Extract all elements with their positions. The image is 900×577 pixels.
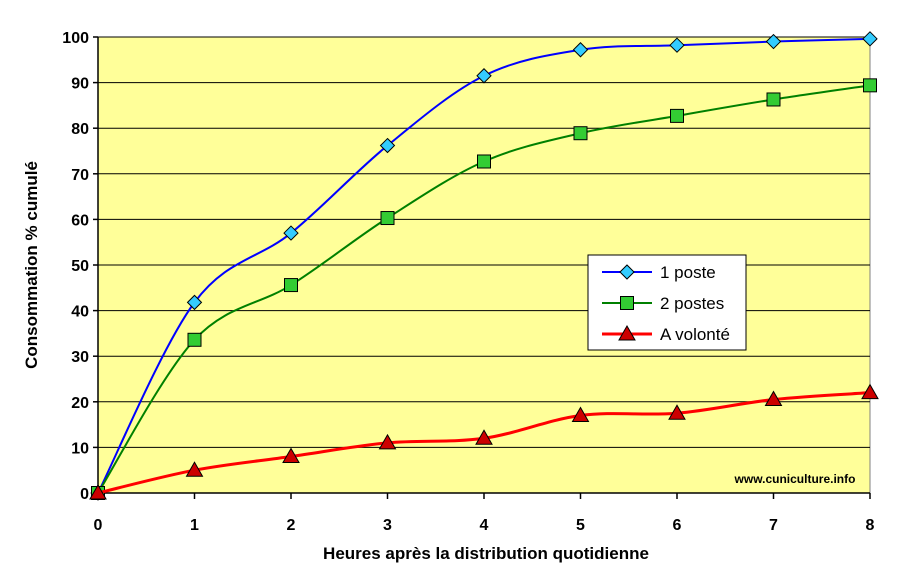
data-point-a-volont-5 — [571, 406, 590, 422]
y-tick-label: 30 — [71, 349, 89, 366]
data-point-1-poste-3 — [379, 137, 396, 154]
data-point-2-postes-5 — [573, 126, 588, 141]
data-point-a-volont-1 — [185, 461, 204, 477]
data-point-2-postes-2 — [284, 278, 298, 293]
x-axis-title: Heures après la distribution quotidienne — [323, 544, 649, 563]
x-tick-label: 7 — [769, 517, 778, 534]
data-point-a-volont-8 — [861, 383, 879, 400]
y-tick-label: 40 — [71, 304, 89, 321]
x-tick-label: 3 — [383, 517, 392, 534]
data-point-1-poste-1 — [186, 294, 203, 311]
x-tick-label: 6 — [673, 517, 682, 534]
data-point-1-poste-4 — [476, 68, 492, 84]
series-a-volont — [89, 383, 879, 500]
data-point-2-postes-6 — [670, 108, 684, 123]
x-tick-label: 0 — [94, 517, 103, 534]
legend: 1 poste 2 postes A volonté — [587, 254, 747, 351]
y-axis-title: Consommation % cumulé — [22, 161, 41, 369]
data-point-2-postes-8 — [863, 78, 877, 93]
data-point-a-volont-2 — [282, 447, 300, 464]
y-tick-label: 0 — [80, 486, 89, 503]
y-tick-label: 80 — [71, 121, 89, 138]
legend-marker — [620, 296, 634, 310]
series — [89, 31, 879, 501]
data-point-a-volont-0 — [89, 483, 107, 500]
y-tick-label: 60 — [71, 212, 89, 229]
legend-item-a-volont: A volonté — [602, 324, 730, 344]
data-point-1-poste-5 — [572, 42, 589, 58]
data-point-1-poste-7 — [765, 33, 782, 50]
legend-marker — [619, 264, 635, 280]
data-point-2-postes-7 — [766, 92, 781, 107]
y-tick-label: 10 — [71, 440, 89, 457]
legend-marker — [618, 324, 636, 341]
x-tick-label: 4 — [480, 517, 489, 534]
data-point-a-volont-7 — [764, 390, 783, 407]
data-point-1-poste-6 — [669, 37, 685, 53]
y-tick-label: 90 — [71, 76, 89, 93]
ticks: 0 10 20 30 40 50 60 70 80 90 100 0 1 2 3 4 5 6 7 8 — [62, 30, 874, 534]
watermark-text: www.cuniculture.info — [734, 472, 856, 486]
legend-item-2-postes: 2 postes — [602, 294, 724, 313]
legend-item-1-poste: 1 poste — [602, 263, 716, 282]
data-point-a-volont-3 — [378, 433, 397, 450]
data-point-2-postes-4 — [477, 154, 491, 169]
legend-label: A volonté — [660, 325, 730, 344]
data-point-1-poste-2 — [283, 225, 299, 241]
y-tick-label: 20 — [71, 395, 89, 412]
data-point-a-volont-4 — [475, 429, 493, 445]
data-point-2-postes-3 — [380, 211, 395, 226]
x-tick-label: 2 — [287, 517, 296, 534]
data-point-a-volont-6 — [668, 404, 686, 420]
data-point-2-postes-1 — [187, 332, 202, 347]
data-point-1-poste-8 — [862, 31, 878, 47]
legend-label: 1 poste — [660, 263, 716, 282]
y-tick-label: 100 — [62, 30, 89, 47]
x-tick-label: 8 — [866, 517, 875, 534]
x-tick-label: 1 — [190, 517, 199, 534]
series-1-poste — [90, 31, 878, 501]
x-tick-label: 5 — [576, 517, 585, 534]
y-tick-label: 70 — [71, 167, 89, 184]
y-tick-label: 50 — [71, 258, 89, 275]
legend-label: 2 postes — [660, 294, 724, 313]
